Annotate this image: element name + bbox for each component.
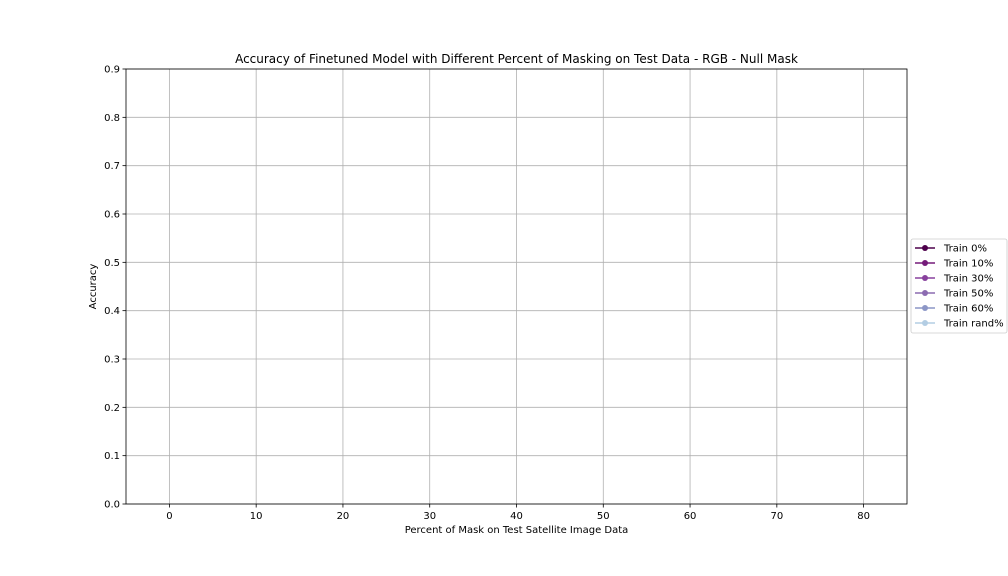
y-tick-label: 0.7 xyxy=(104,161,120,172)
y-tick-label: 0.2 xyxy=(104,403,120,414)
x-tick-label: 80 xyxy=(857,511,870,522)
y-tick-label: 0.1 xyxy=(104,451,120,462)
x-tick-label: 50 xyxy=(597,511,610,522)
x-tick-label: 60 xyxy=(684,511,697,522)
x-tick-label: 30 xyxy=(423,511,436,522)
y-tick-label: 0.5 xyxy=(104,258,120,269)
legend-label: Train 0% xyxy=(943,244,987,255)
y-tick-label: 0.9 xyxy=(104,65,120,76)
legend-label: Train rand% xyxy=(943,319,1004,330)
legend-label: Train 50% xyxy=(943,289,993,300)
legend-item: Train 0% xyxy=(915,244,987,255)
x-axis: 0 10 20 30 40 50 60 70 80 xyxy=(166,504,870,522)
legend-marker xyxy=(922,305,928,311)
y-tick-label: 0.8 xyxy=(104,113,120,124)
x-tick-label: 10 xyxy=(250,511,263,522)
legend-item: Train 10% xyxy=(915,259,993,270)
y-tick-label: 0.4 xyxy=(104,306,120,317)
legend-marker xyxy=(922,290,928,296)
legend-item: Train 60% xyxy=(915,304,993,315)
legend-marker xyxy=(922,320,928,326)
legend-marker xyxy=(922,260,928,266)
y-tick-label: 0.6 xyxy=(104,210,120,221)
x-axis-label: Percent of Mask on Test Satellite Image … xyxy=(405,525,629,536)
legend-label: Train 10% xyxy=(943,259,993,270)
legend-item: Train rand% xyxy=(915,319,1004,330)
legend-marker xyxy=(922,275,928,281)
x-tick-label: 40 xyxy=(510,511,523,522)
x-tick-label: 20 xyxy=(337,511,350,522)
legend-marker xyxy=(922,245,928,251)
chart-title: Accuracy of Finetuned Model with Differe… xyxy=(235,52,798,66)
legend-item: Train 50% xyxy=(915,289,993,300)
grid xyxy=(126,68,907,505)
legend-label: Train 30% xyxy=(943,274,993,285)
y-axis-label: Accuracy xyxy=(88,264,99,310)
legend-item: Train 30% xyxy=(915,274,993,285)
x-tick-label: 0 xyxy=(166,511,172,522)
legend: Train 0% Train 10% Train 30% Train 50% Train… xyxy=(910,238,1008,334)
y-tick-label: 0.3 xyxy=(104,355,120,366)
x-tick-label: 70 xyxy=(770,511,783,522)
legend-label: Train 60% xyxy=(943,304,993,315)
y-axis: 0.0 0.1 0.2 0.3 0.4 0.5 0.6 0.7 0.8 0.9 xyxy=(104,65,126,511)
y-tick-label: 0.0 xyxy=(104,500,120,511)
